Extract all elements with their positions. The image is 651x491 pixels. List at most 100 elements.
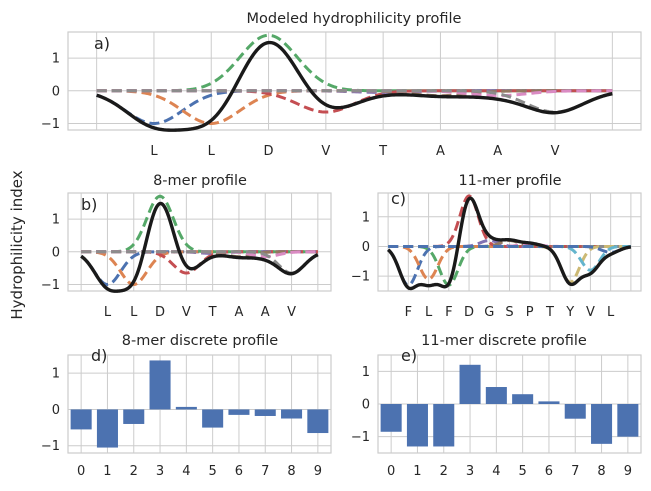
x-tick-label: 7 [571, 464, 579, 479]
x-tick-label: 0 [387, 464, 395, 479]
residue-label: D [264, 144, 274, 159]
bar-1 [96, 409, 118, 448]
x-tick-label: 6 [235, 464, 243, 479]
x-tick-label: 8 [597, 464, 605, 479]
profile-line [96, 40, 613, 132]
bar-6 [538, 401, 560, 404]
x-tick-label: 1 [103, 464, 111, 479]
residue-label: D [155, 305, 165, 320]
x-tick-label: 2 [130, 464, 138, 479]
bar-9 [307, 409, 329, 434]
residue-label: L [607, 305, 615, 320]
panel-b: −1 0 1 L L D V T A A V 8-mer profile b) [41, 173, 332, 320]
residue-label: L [425, 305, 433, 320]
residue-label: L [150, 144, 158, 159]
panel-title-d: 8-mer discrete profile [122, 333, 278, 349]
residue-label: P [526, 305, 534, 320]
bar-5 [512, 394, 534, 404]
x-tick-label: 3 [156, 464, 164, 479]
bar-8 [591, 404, 613, 444]
residue-label: V [551, 144, 560, 159]
bar-6 [228, 409, 250, 415]
residue-label: D [464, 305, 474, 320]
component-line-v-8 [96, 89, 613, 114]
bar-7 [564, 404, 586, 419]
y-tick-label: 1 [362, 365, 370, 380]
residue-label: S [505, 305, 513, 320]
panel-title-c: 11-mer profile [458, 173, 561, 189]
x-tick-label: 4 [182, 464, 190, 479]
bar-2 [433, 404, 455, 447]
x-tick-label: 8 [287, 464, 295, 479]
panel-label-e: e) [401, 346, 417, 365]
bar-4 [175, 406, 197, 410]
y-tick-label: 0 [52, 403, 60, 418]
x-tick-label: 3 [466, 464, 474, 479]
plot-frame [377, 192, 642, 292]
plot-frame [377, 354, 642, 454]
bar-0 [70, 409, 92, 430]
residue-label: V [287, 305, 296, 320]
panel-title-e: 11-mer discrete profile [421, 333, 587, 349]
panel-label-d: d) [91, 346, 107, 365]
bar-7 [254, 409, 276, 416]
bar-8 [281, 409, 303, 419]
y-tick-label: 0 [52, 84, 60, 99]
y-axis-label: Hydrophilicity index [8, 170, 26, 319]
y-tick-label: 1 [52, 213, 60, 228]
x-tick-label: 5 [209, 464, 217, 479]
panel-title-b: 8-mer profile [153, 173, 247, 189]
y-tick-label: 1 [362, 210, 370, 225]
x-tick-label: 9 [624, 464, 632, 479]
profile-line [387, 196, 632, 291]
panel-label-b: b) [81, 195, 97, 214]
y-tick-label: −1 [41, 439, 60, 454]
bar-5 [202, 409, 224, 428]
bar-4 [485, 387, 507, 404]
y-tick-label: 0 [52, 245, 60, 260]
component-line-v-8 [81, 250, 319, 275]
residue-label: A [493, 144, 502, 159]
residue-label: F [445, 305, 452, 320]
bar-0 [380, 404, 402, 432]
component-line-d-3 [96, 33, 613, 93]
component-line-d-3 [81, 194, 318, 254]
residue-label: G [484, 305, 494, 320]
plot-frame [67, 192, 332, 292]
x-tick-label: 4 [492, 464, 500, 479]
x-tick-label: 0 [77, 464, 85, 479]
residue-label: Y [565, 305, 574, 320]
residue-label: L [208, 144, 216, 159]
x-tick-label: 2 [440, 464, 448, 479]
panel-a: −1 0 1 L L D V T A A V Modeled hydrophilicity profi… [41, 11, 642, 159]
x-tick-label: 7 [261, 464, 269, 479]
x-tick-label: 1 [413, 464, 421, 479]
residue-label: V [321, 144, 330, 159]
y-tick-label: −1 [351, 270, 370, 285]
x-tick-label: 9 [314, 464, 322, 479]
bar-9 [617, 404, 639, 437]
residue-label: V [586, 305, 595, 320]
x-tick-label: 6 [545, 464, 553, 479]
residue-label: L [104, 305, 112, 320]
bar-2 [123, 409, 145, 424]
plot-frame [67, 354, 332, 454]
y-tick-label: 0 [362, 398, 370, 413]
x-tick-label: 5 [519, 464, 527, 479]
panel-d: −1 0 1 0 1 2 3 4 5 6 7 8 9 8-mer discrete profile d) [41, 333, 332, 479]
y-tick-label: 1 [52, 367, 60, 382]
residue-label: V [182, 305, 191, 320]
panel-label-c: c) [391, 189, 406, 208]
bar-3 [459, 364, 481, 404]
component-line-l-11 [388, 244, 632, 254]
residue-label: T [545, 305, 554, 320]
residue-label: A [436, 144, 445, 159]
profile-line [80, 201, 319, 293]
y-tick-label: 0 [362, 240, 370, 255]
residue-label: T [378, 144, 387, 159]
y-tick-label: −1 [41, 278, 60, 293]
bar-1 [406, 404, 428, 447]
